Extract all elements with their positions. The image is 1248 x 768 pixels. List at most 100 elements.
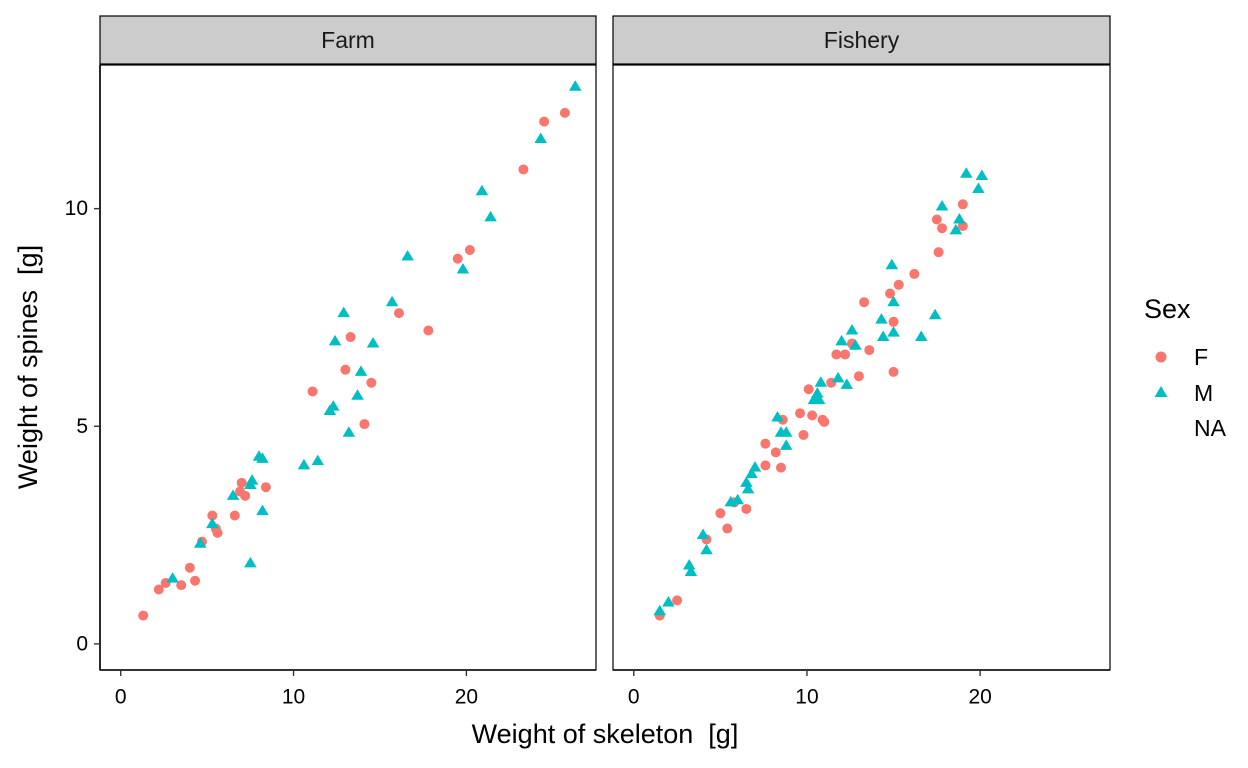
point-male <box>337 306 350 318</box>
point-male <box>887 326 900 337</box>
point-male <box>812 393 826 405</box>
point-female <box>864 345 875 356</box>
point-female <box>153 584 164 595</box>
point-male <box>245 474 259 485</box>
point-male <box>779 426 793 437</box>
point-female <box>176 580 187 591</box>
point-female <box>393 308 404 319</box>
point-male <box>700 543 713 555</box>
point-male <box>748 461 762 472</box>
legend-label-f: F <box>1194 344 1208 370</box>
point-female <box>819 416 830 427</box>
point-female <box>229 510 240 521</box>
point-female <box>345 332 356 343</box>
point-female <box>741 503 752 514</box>
facet-label-farm: Farm <box>321 27 375 53</box>
point-male <box>354 365 368 376</box>
point-male <box>193 537 207 548</box>
x-tick-label: 20 <box>455 686 478 709</box>
point-male <box>831 371 845 383</box>
facet-strip-fishery <box>612 15 1111 65</box>
x-axis-ticks: 0 10 20 0 10 20 <box>115 670 992 709</box>
point-female <box>190 575 201 586</box>
legend-title: Sex <box>1144 294 1191 324</box>
point-female <box>957 199 968 210</box>
point-male <box>972 182 985 194</box>
point-male <box>682 559 696 570</box>
point-male <box>740 476 753 487</box>
legend-label-m: M <box>1194 380 1213 406</box>
point-female <box>803 384 814 395</box>
y-tick-label: 0 <box>76 632 88 655</box>
point-male <box>297 458 311 470</box>
x-tick-label: 10 <box>795 686 818 709</box>
point-male <box>385 295 399 307</box>
points-farm <box>138 80 582 621</box>
point-male <box>484 210 497 222</box>
point-female <box>760 438 771 449</box>
point-male <box>975 169 989 180</box>
point-female <box>423 325 434 336</box>
points-fishery <box>653 167 989 621</box>
point-female <box>184 562 195 573</box>
point-male <box>244 556 257 568</box>
point-female <box>933 247 944 258</box>
point-male <box>366 337 380 348</box>
point-female <box>236 477 247 488</box>
point-female <box>464 244 475 255</box>
point-male <box>328 334 342 346</box>
point-female <box>539 116 550 127</box>
point-male <box>875 313 888 324</box>
point-female <box>853 371 864 382</box>
point-male <box>475 184 489 196</box>
point-male <box>342 426 356 437</box>
point-female <box>909 268 920 279</box>
point-female <box>212 527 223 538</box>
point-male <box>935 199 949 211</box>
point-male <box>684 565 698 577</box>
point-male <box>928 308 942 320</box>
legend-label-na: NA <box>1194 415 1227 441</box>
point-male <box>835 334 848 346</box>
point-male <box>256 452 269 463</box>
point-male <box>849 339 862 350</box>
point-female <box>893 279 904 290</box>
facet-strip-farm <box>99 15 597 65</box>
point-male <box>885 258 899 270</box>
x-tick-label: 10 <box>282 686 305 709</box>
point-male <box>311 454 325 466</box>
point-female <box>359 419 370 430</box>
point-male <box>653 604 667 616</box>
x-tick-label: 0 <box>628 686 640 709</box>
point-male <box>226 489 240 500</box>
point-male <box>771 411 784 422</box>
point-female <box>307 386 318 397</box>
point-female <box>366 377 377 388</box>
point-male <box>534 132 547 143</box>
point-female <box>957 221 968 232</box>
point-male <box>887 295 900 307</box>
point-male <box>166 572 179 583</box>
point-female <box>760 460 771 471</box>
y-axis-title: Weight of spines [g] <box>13 245 43 489</box>
x-tick-label: 0 <box>115 686 127 709</box>
facet-label-fishery: Fishery <box>824 27 900 53</box>
point-male <box>256 504 269 516</box>
x-tick-label: 20 <box>968 686 991 709</box>
point-female <box>859 297 870 308</box>
point-female <box>840 349 851 360</box>
point-female <box>340 364 351 375</box>
point-female <box>240 490 251 501</box>
point-male <box>741 482 755 494</box>
legend-key-circle <box>1155 351 1167 363</box>
y-tick-label: 10 <box>65 197 88 220</box>
point-female <box>559 107 570 118</box>
point-female <box>807 410 818 421</box>
point-female <box>518 164 529 175</box>
legend-key-triangle <box>1154 386 1168 397</box>
point-male <box>960 167 973 178</box>
point-male <box>569 80 582 91</box>
point-male <box>206 517 219 529</box>
point-female <box>452 253 463 264</box>
